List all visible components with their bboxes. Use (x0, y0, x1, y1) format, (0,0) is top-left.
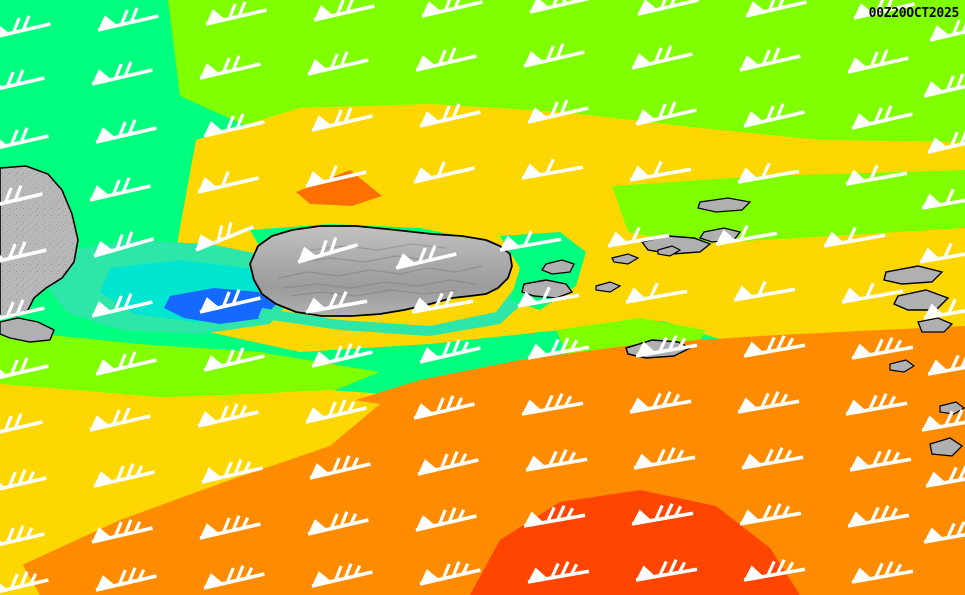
land-right-island-e (939, 401, 965, 415)
forecast-timestamp-label: 00Z20OCT2025 (868, 6, 960, 21)
land-right-island-d (929, 437, 964, 457)
land-hispaniola-islet (0, 317, 55, 343)
land-anegada (883, 265, 944, 285)
landmasses-layer (0, 165, 965, 457)
land-right-island-b (917, 317, 954, 333)
land-culebra (541, 259, 575, 275)
land-right-island-c (889, 359, 916, 373)
land-cay-b (657, 245, 682, 257)
land-cay-a (611, 253, 640, 265)
land-tortola (697, 197, 752, 213)
land-cay-c (595, 281, 622, 293)
